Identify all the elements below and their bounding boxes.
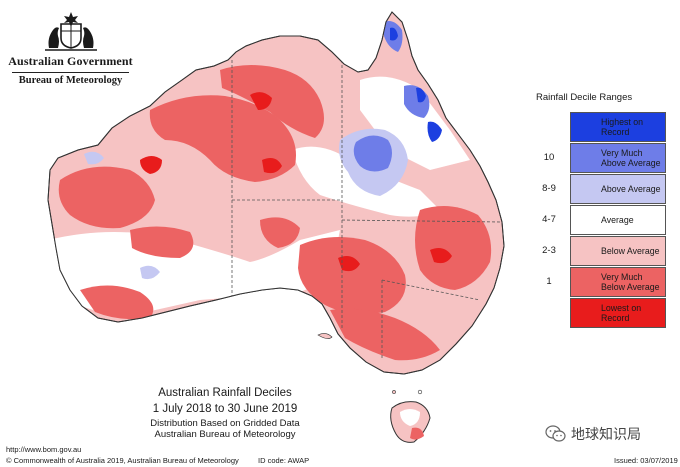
- legend-row: 2-3 Below Average: [534, 236, 674, 266]
- legend-row: 4-7 Average: [534, 205, 674, 235]
- legend-label-line-1: Lowest on: [601, 303, 642, 313]
- legend-row: 1 Very Much Below Average: [534, 267, 674, 297]
- legend-label-line-2: Record: [601, 127, 630, 137]
- legend-row: 8-9 Above Average: [534, 174, 674, 204]
- legend-swatch: Very Much Above Average: [570, 143, 666, 173]
- legend-range-label: 1: [546, 276, 552, 287]
- legend-label-line-2: Above Average: [601, 158, 661, 168]
- legend-label-line-2: Below Average: [601, 282, 660, 292]
- legend-range-label: 4-7: [542, 214, 556, 225]
- watermark: 地球知识局: [545, 424, 641, 444]
- legend-swatch: Highest on Record: [570, 112, 666, 142]
- copyright-text: © Commonwealth of Australia 2019, Austra…: [6, 456, 239, 465]
- legend-swatch: Lowest on Record: [570, 298, 666, 328]
- watermark-text: 地球知识局: [571, 427, 641, 443]
- wechat-icon: [545, 425, 566, 442]
- legend-category-label: Average: [571, 215, 634, 225]
- map-title: Australian Rainfall Deciles: [158, 387, 292, 399]
- legend-range-label: [534, 112, 564, 142]
- legend-label-line-1: Very Much: [601, 148, 643, 158]
- id-code: ID code: AWAP: [258, 456, 310, 465]
- legend-category-label: Lowest on Record: [571, 303, 641, 323]
- government-logo: Australian Government Bureau of Meteorol…: [8, 10, 133, 86]
- legend-row: 10 Very Much Above Average: [534, 143, 674, 173]
- legend-range-label: 8-9: [542, 183, 556, 194]
- decile-legend: Rainfall Decile Ranges Highest on Record 1…: [534, 92, 674, 329]
- distribution-note: Distribution Based on Gridded Data: [150, 418, 300, 429]
- legend-label-line-1: Highest on: [601, 117, 644, 127]
- source-note: Australian Bureau of Meteorology: [154, 429, 296, 440]
- legend-range-label: 10: [543, 152, 555, 163]
- legend-label-line-2: Record: [601, 313, 630, 323]
- legend-category-label: Above Average: [571, 184, 661, 194]
- legend-swatch: Above Average: [570, 174, 666, 204]
- legend-category-label: Highest on Record: [571, 117, 643, 137]
- legend-row: Highest on Record: [534, 112, 674, 142]
- coat-of-arms-icon: [44, 12, 97, 51]
- issued-date: Issued: 03/07/2019: [614, 456, 678, 465]
- bureau-title: Bureau of Meteorology: [18, 75, 123, 86]
- logo-divider: [12, 72, 129, 73]
- legend-label-line-1: Below Average: [601, 246, 660, 256]
- legend-label-line-1: Above Average: [601, 184, 661, 194]
- government-title: Australian Government: [8, 54, 133, 68]
- bom-url: http://www.bom.gov.au: [6, 445, 82, 454]
- tasmania-outline: [390, 401, 431, 443]
- legend-category-label: Very Much Above Average: [571, 148, 661, 168]
- legend-swatch: Average: [570, 205, 666, 235]
- legend-category-label: Below Average: [571, 246, 660, 256]
- legend-swatch: Below Average: [570, 236, 666, 266]
- legend-label-line-1: Very Much: [601, 272, 643, 282]
- legend-range-label: [534, 298, 564, 328]
- legend-swatch: Very Much Below Average: [570, 267, 666, 297]
- date-range: 1 July 2018 to 30 June 2019: [152, 403, 298, 415]
- legend-range-label: 2-3: [542, 245, 556, 256]
- map-title-block: Australian Rainfall Deciles 1 July 2018 …: [120, 387, 330, 440]
- legend-title: Rainfall Decile Ranges: [536, 92, 633, 103]
- footer-bar: © Commonwealth of Australia 2019, Austra…: [0, 456, 680, 467]
- legend-category-label: Very Much Below Average: [571, 272, 660, 292]
- legend-row: Lowest on Record: [534, 298, 674, 328]
- legend-label-line-1: Average: [601, 215, 634, 225]
